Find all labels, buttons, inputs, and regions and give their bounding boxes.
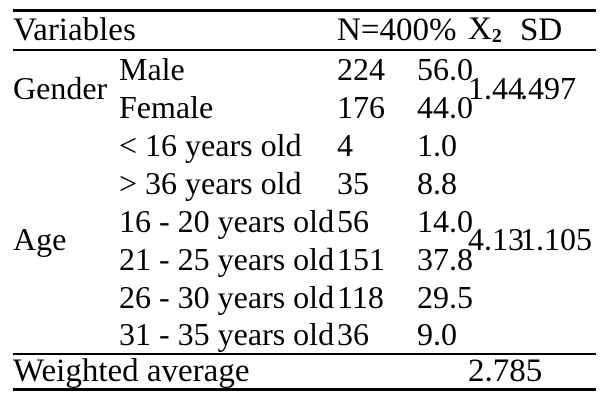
weighted-average-label: Weighted average bbox=[13, 352, 250, 389]
n-cell: 151 bbox=[337, 240, 386, 277]
chi-subscript: 2 bbox=[491, 25, 502, 48]
table-row: Gender Male 224 56.0 1.44 .497 bbox=[13, 50, 596, 104]
n-cell: 35 bbox=[337, 164, 370, 201]
pct-cell: 9.0 bbox=[417, 316, 458, 352]
n-cell: 118 bbox=[337, 278, 384, 315]
pct-cell: 8.8 bbox=[417, 164, 458, 201]
pct-cell: 14.0 bbox=[417, 202, 474, 239]
pct-cell: 1.0 bbox=[417, 126, 458, 163]
pct-cell: 37.8 bbox=[417, 240, 474, 277]
table-row: Female 176 44.0 bbox=[13, 88, 596, 126]
header-chi-squared: X2 bbox=[468, 11, 520, 50]
category-cell: < 16 years old bbox=[119, 126, 302, 163]
header-sd: SD bbox=[520, 11, 563, 48]
group-label-age: Age bbox=[13, 221, 67, 257]
pct-cell: 29.5 bbox=[417, 278, 474, 315]
chi-symbol: X bbox=[468, 11, 492, 48]
table-row: > 36 years old 35 8.8 bbox=[13, 164, 596, 202]
n-cell: 4 bbox=[337, 126, 354, 163]
category-cell: Female bbox=[119, 88, 214, 125]
pct-cell: 44.0 bbox=[417, 88, 474, 125]
weighted-average-row: Weighted average 2.785 bbox=[13, 352, 597, 390]
group-label-gender: Gender bbox=[13, 70, 108, 106]
n-cell: 224 bbox=[337, 51, 386, 87]
chi-cell-age: 4.13 bbox=[468, 221, 525, 257]
table-row: 31 - 35 years old 36 9.0 bbox=[13, 316, 596, 354]
n-cell: 56 bbox=[337, 202, 370, 239]
category-cell: 21 - 25 years old bbox=[119, 240, 335, 277]
header-row: Variables N=400% X2 SD bbox=[13, 11, 597, 50]
header-variables: Variables bbox=[13, 11, 136, 48]
category-cell: Male bbox=[119, 51, 185, 87]
header-n-percent: N=400% bbox=[337, 11, 457, 48]
category-cell: > 36 years old bbox=[119, 164, 302, 201]
category-cell: 16 - 20 years old bbox=[119, 202, 335, 239]
category-cell: 26 - 30 years old bbox=[119, 278, 335, 315]
demographics-table: Variables N=400% X2 SD Gender Male 224 5… bbox=[13, 9, 597, 391]
chi-cell-gender: 1.44 bbox=[468, 70, 525, 106]
pct-cell: 56.0 bbox=[417, 51, 474, 87]
n-cell: 36 bbox=[337, 316, 370, 352]
table-row: 16 - 20 years old 56 14.0 bbox=[13, 202, 596, 240]
table-row: Age < 16 years old 4 1.0 4.13 1.105 bbox=[13, 126, 596, 256]
table-row: 26 - 30 years old 118 29.5 bbox=[13, 278, 596, 316]
n-cell: 176 bbox=[337, 88, 386, 125]
sd-cell-gender: .497 bbox=[520, 70, 577, 106]
category-cell: 31 - 35 years old bbox=[119, 316, 335, 352]
sd-cell-age: 1.105 bbox=[520, 221, 593, 257]
weighted-average-value: 2.785 bbox=[468, 352, 543, 389]
table-row: 21 - 25 years old 151 37.8 bbox=[13, 240, 596, 278]
